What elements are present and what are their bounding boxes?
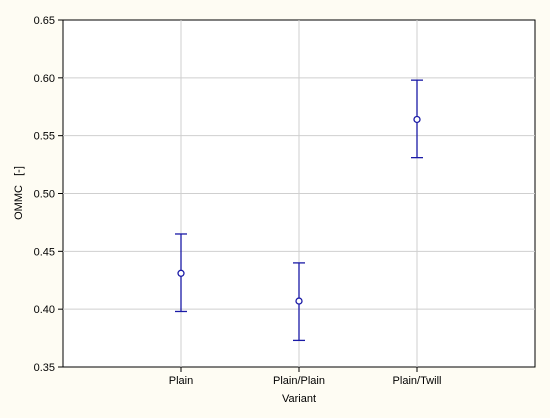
- mean-point: [177, 269, 185, 277]
- y-tick-label: 0.50: [34, 189, 55, 201]
- y-axis-ticks: 0.35 0.40 0.45 0.50 0.55 0.60 0.65: [34, 15, 63, 374]
- y-axis-title: OMMC [-]: [13, 166, 25, 220]
- error-bar-series: [175, 79, 423, 342]
- y-tick-label: 0.60: [34, 73, 55, 85]
- mean-point: [295, 297, 303, 305]
- y-tick-label: 0.65: [34, 15, 55, 27]
- x-axis-ticks: Plain Plain/Plain Plain/Twill: [169, 367, 442, 387]
- x-tick-label: Plain/Plain: [273, 375, 325, 387]
- x-tick-label: Plain/Twill: [393, 375, 442, 387]
- mean-point: [413, 115, 421, 124]
- x-tick-label: Plain: [169, 375, 193, 387]
- y-tick-label: 0.55: [34, 131, 55, 143]
- y-tick-label: 0.35: [34, 362, 55, 374]
- y-tick-label: 0.45: [34, 246, 55, 258]
- y-tick-label: 0.40: [34, 304, 55, 316]
- x-axis-title: Variant: [282, 393, 316, 405]
